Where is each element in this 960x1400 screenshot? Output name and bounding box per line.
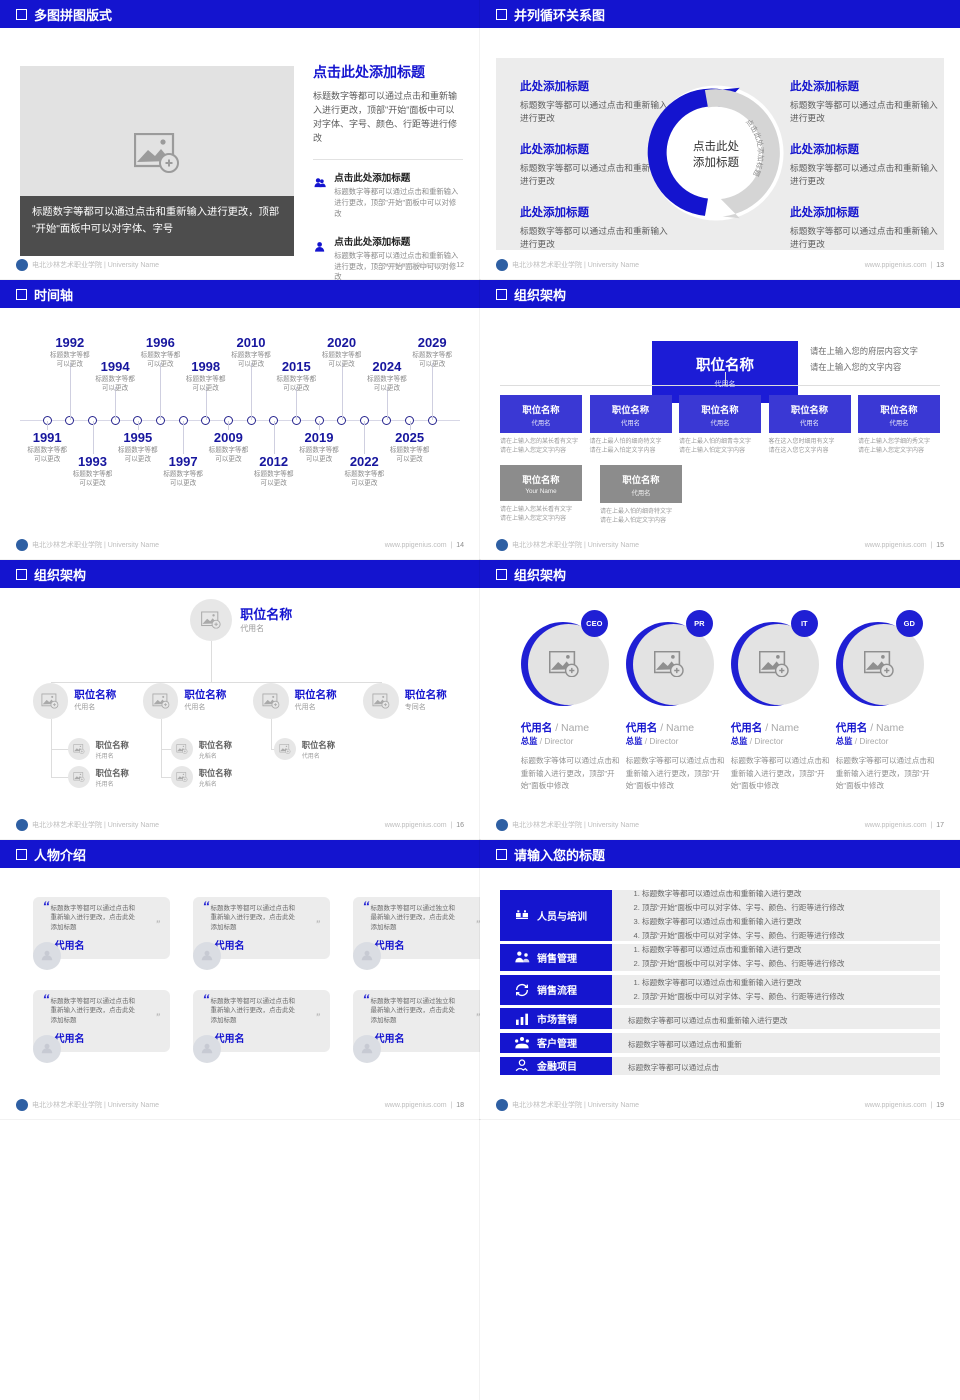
svg-text:点击此处: 点击此处 bbox=[693, 140, 740, 153]
svg-text:添加标题: 添加标题 bbox=[693, 155, 740, 169]
